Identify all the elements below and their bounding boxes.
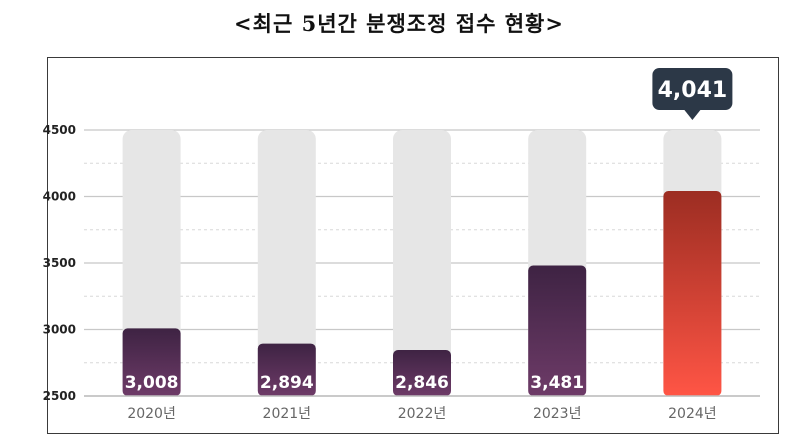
callout-value-label: 4,041 xyxy=(658,78,728,103)
bar xyxy=(528,265,587,396)
x-category-label: 2021년 xyxy=(263,406,312,422)
chart-frame xyxy=(47,57,779,434)
x-category-label: 2020년 xyxy=(127,406,176,422)
y-tick-label: 3000 xyxy=(43,323,76,337)
bar xyxy=(122,328,181,396)
y-tick-label: 2500 xyxy=(43,389,76,403)
x-category-label: 2023년 xyxy=(533,406,582,422)
callout-box xyxy=(652,68,733,110)
bar xyxy=(257,343,316,396)
bar-value-label: 2,894 xyxy=(260,373,314,393)
bar-value-label: 2,846 xyxy=(395,373,449,393)
bar-value-label: 3,481 xyxy=(530,373,584,393)
x-category-label: 2022년 xyxy=(398,406,447,422)
chart-title: <최근 5년간 분쟁조정 접수 현황> xyxy=(234,11,564,36)
bar-track xyxy=(393,130,451,396)
bar xyxy=(663,191,722,396)
bar-track xyxy=(257,130,316,396)
y-tick-label: 3500 xyxy=(43,256,76,270)
x-category-label: 2024년 xyxy=(668,406,717,422)
y-tick-label: 4000 xyxy=(43,190,76,204)
y-tick-label: 4500 xyxy=(43,123,76,137)
bar-value-label: 3,008 xyxy=(125,373,179,393)
bar xyxy=(393,349,451,396)
callout-pointer xyxy=(684,110,701,120)
